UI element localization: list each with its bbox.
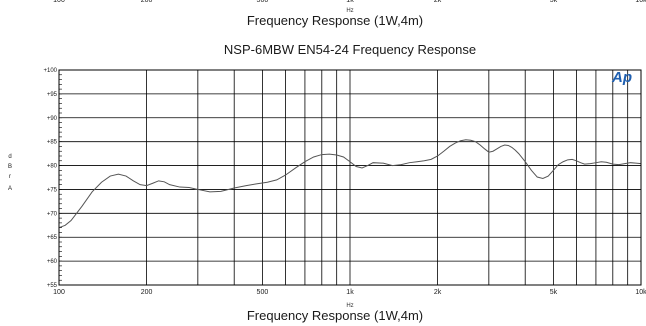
y-tick-label: +55	[47, 283, 58, 289]
y-tick-label: +60	[47, 259, 58, 265]
top-caption: Frequency Response (1W,4m)	[247, 13, 423, 28]
y-tick-label: +95	[47, 92, 58, 98]
y-tick-label: +65	[47, 235, 58, 241]
plot-frame	[58, 69, 642, 286]
y-tick-label: +80	[47, 164, 58, 170]
y-axis-label-char: r	[9, 174, 11, 180]
series-line	[58, 139, 642, 229]
x-tick-label: 500	[257, 289, 269, 296]
x-tick-label: 200	[141, 289, 153, 296]
top-hz-label: Hz	[346, 8, 353, 14]
x-tick-label: 1k	[346, 289, 354, 296]
top-x-tick-label: 10k	[635, 0, 646, 4]
y-tick-label: +70	[47, 211, 58, 217]
x-tick-label: 5k	[550, 289, 558, 296]
y-tick-label: +75	[47, 187, 58, 193]
top-x-tick-label: 1k	[346, 0, 354, 4]
y-axis-label-char: A	[8, 186, 12, 192]
x-axis-label: Hz	[346, 303, 353, 309]
top-x-tick-label: 100	[53, 0, 65, 4]
y-tick-label: +85	[47, 140, 58, 146]
y-tick-label: +100	[43, 68, 57, 74]
y-axis-label-char: d	[8, 154, 11, 160]
y-axis-label-char: B	[8, 164, 12, 170]
y-tick-label: +90	[47, 116, 58, 122]
grid	[59, 69, 641, 286]
chart-title: NSP-6MBW EN54-24 Frequency Response	[224, 42, 476, 57]
top-x-tick-label: 500	[257, 0, 269, 4]
x-tick-label: 10k	[635, 289, 646, 296]
x-tick-label: 100	[53, 289, 65, 296]
top-strip: Hz Frequency Response (1W,4m)	[247, 8, 423, 28]
top-x-tick-label: 2k	[434, 0, 442, 4]
top-x-tick-label: 5k	[550, 0, 558, 4]
x-tick-label: 2k	[434, 289, 442, 296]
chart-caption: Frequency Response (1W,4m)	[247, 308, 423, 323]
top-x-tick-label: 200	[141, 0, 153, 4]
ap-logo: Ap	[611, 69, 632, 86]
